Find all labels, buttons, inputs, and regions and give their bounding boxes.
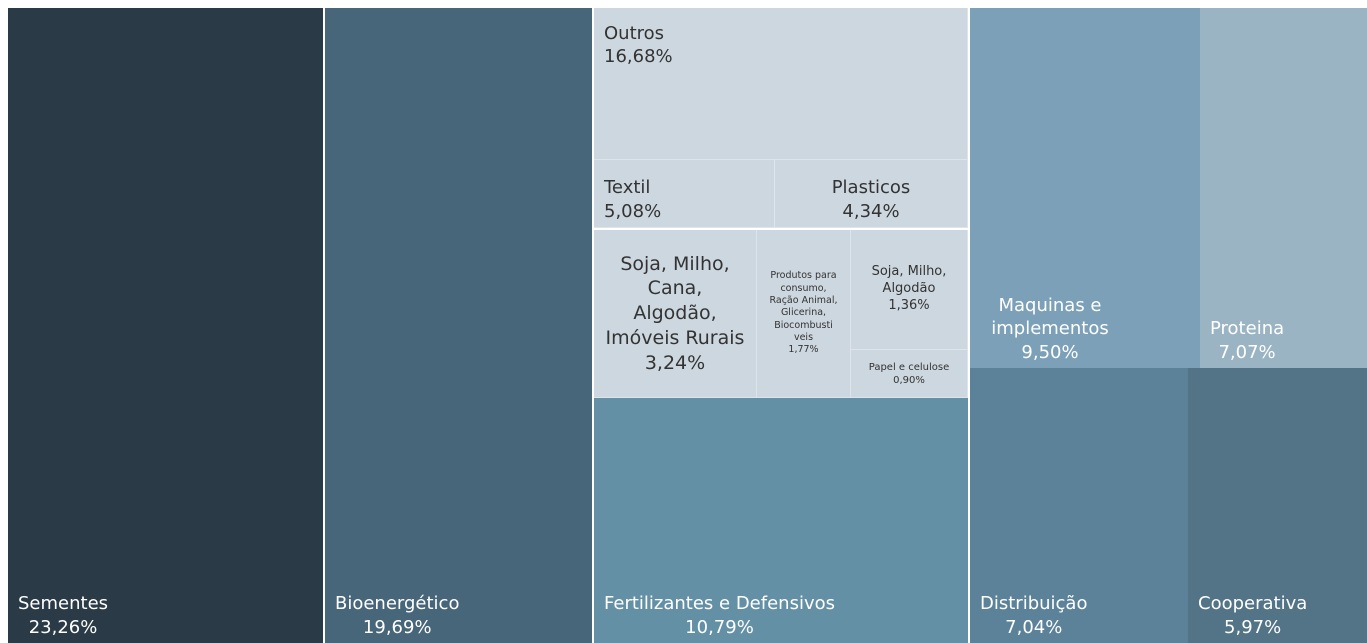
- treemap-cell: Soja, Milho, Algodão 1,36%: [851, 230, 968, 350]
- cell-name: Maquinas e implementos: [991, 294, 1109, 340]
- cell-label: Distribuição 7,04%: [980, 592, 1087, 639]
- cell-value: 7,07%: [1218, 341, 1276, 363]
- cell-label: Cooperativa 5,97%: [1198, 592, 1307, 639]
- cell-label: Bioenergético 19,69%: [335, 592, 459, 639]
- treemap-cell: Proteina 7,07%: [1200, 8, 1367, 368]
- cell-name: Fertilizantes e Defensivos: [604, 593, 835, 615]
- cell-name: Produtos para consumo, Ração Animal, Gli…: [769, 270, 838, 344]
- treemap-cell: Outros 16,68%: [594, 8, 968, 160]
- cell-label: Plasticos 4,34%: [832, 176, 911, 223]
- cell-name: Cooperativa: [1198, 593, 1308, 615]
- cell-name: Outros: [604, 23, 665, 44]
- treemap-cell: Bioenergético 19,69%: [325, 8, 592, 643]
- cell-value: 4,34%: [842, 200, 900, 222]
- cell-label: Soja, Milho, Algodão 1,36%: [861, 264, 957, 315]
- cell-name: Distribuição: [980, 593, 1088, 615]
- cell-name: Plasticos: [831, 177, 911, 199]
- treemap-cell: Distribuição 7,04%: [970, 368, 1188, 643]
- treemap-cell: Papel e celulose 0,90%: [851, 350, 968, 398]
- cell-name: Textil: [604, 177, 651, 199]
- cell-name: Bioenergético: [335, 593, 460, 615]
- treemap-cell: Soja, Milho, Cana, Algodão, Imóveis Rura…: [594, 230, 757, 398]
- cell-label: Produtos para consumo, Ração Animal, Gli…: [767, 270, 840, 356]
- treemap-cell: Produtos para consumo, Ração Animal, Gli…: [757, 230, 851, 398]
- cell-value: 9,50%: [1021, 341, 1079, 363]
- cell-label: Maquinas e implementos 9,50%: [980, 294, 1120, 364]
- cell-label: Proteina 7,07%: [1210, 317, 1284, 364]
- cell-label: Fertilizantes e Defensivos 10,79%: [604, 592, 835, 639]
- treemap-cell: Fertilizantes e Defensivos 10,79%: [594, 398, 968, 643]
- cell-value: 19,69%: [362, 616, 432, 638]
- cell-name: Proteina: [1210, 318, 1285, 340]
- cell-label: Outros 16,68%: [604, 22, 673, 69]
- treemap-cell: Plasticos 4,34%: [775, 160, 968, 228]
- cell-value: 16,68%: [604, 46, 673, 68]
- cell-value: 1,77%: [788, 344, 819, 356]
- treemap-cell: Sementes 23,26%: [8, 8, 323, 643]
- treemap-cell: Textil 5,08%: [594, 160, 775, 228]
- cell-value: 3,24%: [644, 351, 706, 374]
- cell-label: Sementes 23,26%: [18, 592, 108, 639]
- cell-name: Papel e celulose: [868, 361, 950, 373]
- cell-label: Textil 5,08%: [604, 176, 661, 223]
- cell-value: 0,90%: [893, 374, 925, 386]
- cell-name: Soja, Milho, Algodão: [871, 264, 947, 297]
- cell-value: 23,26%: [28, 616, 98, 638]
- treemap-cell: Maquinas e implementos 9,50%: [970, 8, 1200, 368]
- cell-label: Papel e celulose 0,90%: [861, 361, 957, 387]
- cell-value: 10,79%: [685, 616, 754, 638]
- cell-name: Soja, Milho, Cana, Algodão, Imóveis Rura…: [605, 252, 745, 349]
- cell-name: Sementes: [18, 593, 109, 615]
- cell-value: 1,36%: [888, 297, 930, 313]
- treemap-cell: Cooperativa 5,97%: [1188, 368, 1367, 643]
- cell-value: 5,08%: [604, 200, 662, 222]
- cell-label: Soja, Milho, Cana, Algodão, Imóveis Rura…: [604, 252, 746, 375]
- cell-value: 5,97%: [1224, 616, 1282, 638]
- cell-value: 7,04%: [1005, 616, 1063, 638]
